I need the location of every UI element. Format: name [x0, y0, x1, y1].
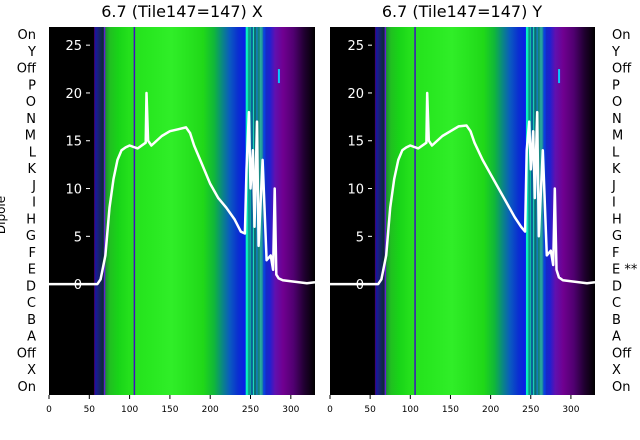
- dipole-label: H: [26, 212, 36, 227]
- dipole-label: F: [612, 246, 619, 261]
- panel-x: 6.7 (Tile147=147) X Dipole OnXOffABCDEFG…: [0, 2, 316, 415]
- overlay-line: [330, 91, 596, 286]
- dipole-label: M: [612, 129, 623, 144]
- heatmap-stripe: [103, 27, 106, 395]
- dipole-label: A: [612, 330, 621, 345]
- dipole-label: L: [612, 145, 620, 160]
- y-tick-label: 0: [74, 278, 82, 293]
- dipole-label: On: [18, 380, 36, 395]
- dipole-label: N: [612, 112, 622, 127]
- x-tick-label: 150: [442, 405, 459, 415]
- dipole-label: P: [612, 78, 620, 93]
- dipole-label: Off: [17, 62, 37, 77]
- y-tick-label: 5: [356, 230, 364, 245]
- x-tick-label: 250: [522, 405, 539, 415]
- dipole-label: Off: [612, 62, 632, 77]
- heatmap-area: [49, 27, 315, 395]
- x-tick-label: 0: [46, 405, 52, 415]
- dipole-label: Off: [17, 346, 37, 361]
- x-tick-label: 200: [482, 405, 499, 415]
- dipole-label: M: [25, 129, 36, 144]
- x-tick-label: 100: [121, 405, 138, 415]
- y-tick-label: 25: [347, 39, 364, 54]
- dipole-label: Y: [611, 45, 620, 60]
- dipole-label: K: [27, 162, 36, 177]
- dipole-label: C: [612, 296, 621, 311]
- dipole-label: On: [612, 380, 630, 395]
- x-tick-label: 50: [364, 405, 376, 415]
- dipole-label: E: [28, 263, 36, 278]
- y-tick-label: 10: [65, 183, 82, 198]
- dipole-label: D: [26, 279, 36, 294]
- y-tick-label: 10: [347, 183, 364, 198]
- overlay-y-ticks: 0 5 10 15 20 25: [347, 39, 372, 293]
- y-tick-label: 20: [65, 87, 82, 102]
- x-axis-ticks: 0 50 100 150 200 250 300: [327, 395, 580, 415]
- dipole-label: B: [612, 313, 621, 328]
- dipole-label: I: [32, 196, 36, 211]
- dipole-label: N: [26, 112, 36, 127]
- heatmap-stripe: [133, 27, 136, 395]
- dipole-label: I: [612, 196, 616, 211]
- dipole-label: On: [612, 28, 630, 43]
- dipole-label: X: [27, 363, 36, 378]
- dipole-label: H: [612, 212, 622, 227]
- x-tick-label: 150: [161, 405, 178, 415]
- x-tick-label: 200: [202, 405, 219, 415]
- x-tick-label: 0: [327, 405, 333, 415]
- dipole-label: G: [612, 229, 622, 244]
- overlay-line: [49, 91, 316, 286]
- heatmap-stripe: [384, 27, 387, 395]
- y-tick-label: 20: [347, 87, 364, 102]
- x-tick-label: 50: [84, 405, 96, 415]
- y-tick-label: 0: [356, 278, 364, 293]
- y-tick-label: 5: [74, 230, 82, 245]
- dipole-label: K: [612, 162, 621, 177]
- dipole-label: Y: [27, 45, 36, 60]
- dipole-label: X: [612, 363, 621, 378]
- dipole-label: F: [29, 246, 36, 261]
- x-tick-label: 300: [562, 405, 579, 415]
- dipole-label: C: [27, 296, 36, 311]
- dipole-label: D: [612, 279, 622, 294]
- x-tick-label: 300: [282, 405, 299, 415]
- heatmap-stripe: [533, 27, 535, 395]
- heatmap-stripe: [558, 69, 561, 84]
- dipole-label: O: [612, 95, 622, 110]
- x-tick-label: 250: [242, 405, 259, 415]
- dipole-label: P: [28, 78, 36, 93]
- heatmap-stripe: [277, 69, 280, 84]
- dipole-label: O: [26, 95, 36, 110]
- x-tick-label: 100: [402, 405, 419, 415]
- chart-title: 6.7 (Tile147=147) Y: [382, 2, 543, 21]
- heatmap-stripe: [249, 27, 251, 395]
- overlay-y-ticks: 0 5 10 15 20 25: [65, 39, 90, 293]
- dipole-label: E **: [612, 263, 638, 278]
- dipole-label: G: [26, 229, 36, 244]
- heatmap-stripe: [536, 27, 538, 395]
- dipole-label: J: [611, 179, 616, 194]
- heatmap-area: [330, 27, 595, 395]
- heatmap-stripe: [414, 27, 416, 395]
- x-axis-ticks: 0 50 100 150 200 250 300: [46, 395, 300, 415]
- dipole-label: B: [27, 313, 36, 328]
- y-tick-label: 15: [347, 135, 364, 150]
- y-tick-label: 25: [65, 39, 82, 54]
- y-axis-label: Dipole: [0, 196, 8, 234]
- heatmap-stripe: [529, 27, 531, 395]
- dipole-label: A: [27, 330, 36, 345]
- dipole-label: L: [29, 145, 37, 160]
- chart-title: 6.7 (Tile147=147) X: [101, 2, 263, 21]
- dipole-label: J: [31, 179, 36, 194]
- dipole-label: On: [18, 28, 36, 43]
- dipole-label: Off: [612, 346, 632, 361]
- y-tick-label: 15: [65, 135, 82, 150]
